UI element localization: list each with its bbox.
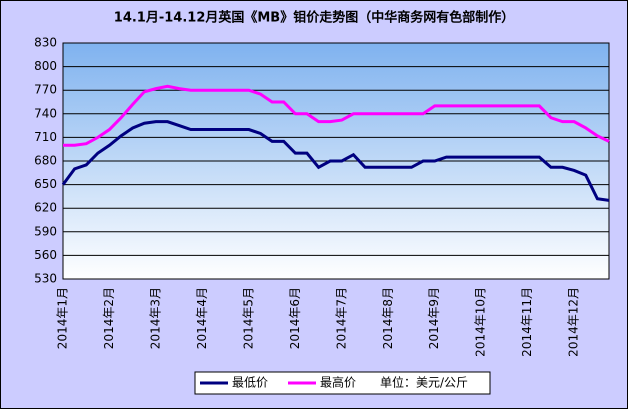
legend-label: 最低价	[232, 376, 268, 390]
x-tick-label: 2014年2月	[102, 287, 116, 349]
x-tick-label: 2014年9月	[427, 287, 441, 349]
x-tick-label: 2014年1月	[56, 287, 70, 349]
y-tick-label: 620	[34, 201, 57, 215]
y-tick-label: 800	[34, 59, 57, 73]
series-line	[63, 84, 610, 147]
y-tick-label: 530	[34, 272, 57, 286]
x-tick-label: 2014年11月	[520, 287, 534, 357]
y-tick-label: 650	[34, 177, 57, 191]
y-tick-label: 590	[34, 224, 57, 238]
x-tick-label: 2014年6月	[288, 287, 302, 349]
y-tick-label: 830	[34, 36, 57, 50]
x-tick-label: 2014年10月	[474, 287, 488, 357]
x-tick-label: 2014年12月	[567, 287, 581, 357]
x-tick-label: 2014年4月	[195, 287, 209, 349]
legend-label: 最高价	[320, 375, 356, 390]
y-tick-label: 710	[34, 130, 57, 144]
chart-title: 14.1月-14.12月英国《MB》钼价走势图（中华商务网有色部制作）	[114, 10, 514, 26]
x-tick-label: 2014年5月	[241, 287, 255, 349]
y-tick-label: 680	[34, 154, 57, 168]
x-tick-label: 2014年3月	[148, 287, 162, 349]
y-tick-label: 560	[34, 248, 57, 262]
x-tick-label: 2014年7月	[334, 287, 348, 349]
unit-note: 单位：美元/公斤	[380, 375, 468, 390]
series-line	[61, 120, 610, 202]
y-tick-label: 740	[34, 106, 57, 120]
x-tick-label: 2014年8月	[381, 287, 395, 349]
legend-box	[194, 371, 491, 395]
y-tick-label: 770	[34, 83, 57, 97]
